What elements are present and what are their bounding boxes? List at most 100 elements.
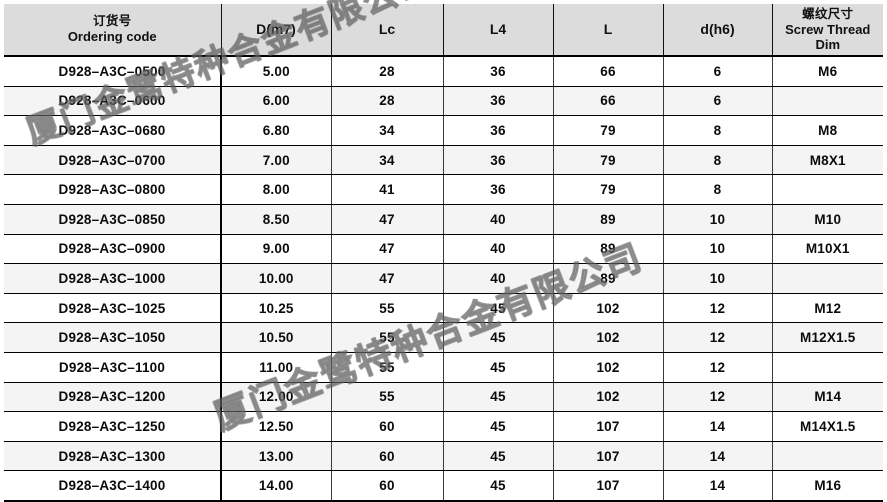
table-row: D928–A3C–1400 14.00 60 45 107 14 M16 (4, 470, 883, 502)
cell-dh6: 10 (663, 234, 773, 265)
column-header-ordering-code-en: Ordering code (67, 29, 157, 45)
cell-l: 89 (553, 234, 664, 265)
cell-l: 107 (553, 411, 664, 442)
cell-l4: 45 (443, 352, 554, 383)
cell-d: 6.00 (221, 86, 332, 117)
cell-thread: M16 (772, 470, 883, 502)
column-header-lc-label: Lc (378, 21, 396, 38)
column-header-ordering-code: 订货号 Ordering code (4, 4, 222, 57)
cell-l4: 40 (443, 204, 554, 235)
cell-d: 10.50 (221, 322, 332, 353)
table-row: D928–A3C–1100 11.00 55 45 102 12 (4, 352, 883, 383)
cell-l4: 40 (443, 234, 554, 265)
column-header-d-h6-label: d(h6) (700, 21, 735, 38)
cell-l4: 45 (443, 411, 554, 442)
cell-l: 107 (553, 441, 664, 472)
column-header-screw-thread-dim-cn: 螺纹尺寸 (802, 6, 854, 21)
cell-dh6: 14 (663, 470, 773, 502)
cell-l: 102 (553, 352, 664, 383)
cell-dh6: 6 (663, 86, 773, 117)
cell-l4: 45 (443, 382, 554, 413)
cell-dh6: 10 (663, 263, 773, 294)
table-row: D928–A3C–0600 6.00 28 36 66 6 (4, 86, 883, 117)
cell-dh6: 10 (663, 204, 773, 235)
cell-thread (772, 263, 883, 294)
cell-dh6: 12 (663, 322, 773, 353)
cell-code: D928–A3C–0500 (4, 56, 222, 87)
header-row: 订货号 Ordering code D(m7) Lc L4 L d(h6) (4, 4, 883, 57)
cell-thread: M12X1.5 (772, 322, 883, 353)
table-row: D928–A3C–1050 10.50 55 45 102 12 M12X1.5 (4, 322, 883, 353)
cell-dh6: 14 (663, 441, 773, 472)
cell-l: 66 (553, 56, 664, 87)
cell-thread: M14 (772, 382, 883, 413)
cell-l: 102 (553, 322, 664, 353)
column-header-d-m7: D(m7) (221, 4, 332, 57)
cell-l4: 45 (443, 470, 554, 502)
column-header-d-h6: d(h6) (663, 4, 773, 57)
cell-l: 89 (553, 263, 664, 294)
cell-code: D928–A3C–1300 (4, 441, 222, 472)
cell-d: 12.50 (221, 411, 332, 442)
cell-lc: 60 (331, 411, 444, 442)
cell-l4: 45 (443, 293, 554, 324)
cell-code: D928–A3C–1025 (4, 293, 222, 324)
cell-l4: 36 (443, 56, 554, 87)
column-header-l-label: L (603, 21, 613, 38)
cell-code: D928–A3C–1100 (4, 352, 222, 383)
cell-lc: 60 (331, 470, 444, 502)
cell-code: D928–A3C–1200 (4, 382, 222, 413)
cell-l4: 45 (443, 441, 554, 472)
cell-lc: 47 (331, 234, 444, 265)
table-row: D928–A3C–1000 10.00 47 40 89 10 (4, 263, 883, 294)
cell-l: 79 (553, 174, 664, 205)
cell-thread: M10X1 (772, 234, 883, 265)
cell-l4: 45 (443, 322, 554, 353)
cell-thread: M6 (772, 56, 883, 87)
specification-table: 订货号 Ordering code D(m7) Lc L4 L d(h6) (4, 4, 883, 502)
table-body: D928–A3C–0500 5.00 28 36 66 6 M6 D928–A3C–0600 6… (4, 56, 883, 502)
cell-d: 9.00 (221, 234, 332, 265)
cell-thread (772, 86, 883, 117)
cell-d: 13.00 (221, 441, 332, 472)
column-header-lc: Lc (331, 4, 444, 57)
cell-d: 7.00 (221, 145, 332, 176)
cell-code: D928–A3C–0600 (4, 86, 222, 117)
cell-l: 66 (553, 86, 664, 117)
table-row: D928–A3C–1200 12.00 55 45 102 12 M14 (4, 382, 883, 413)
cell-thread (772, 174, 883, 205)
cell-code: D928–A3C–0850 (4, 204, 222, 235)
cell-lc: 55 (331, 352, 444, 383)
cell-lc: 34 (331, 115, 444, 146)
cell-l4: 36 (443, 115, 554, 146)
cell-thread: M10 (772, 204, 883, 235)
cell-d: 10.25 (221, 293, 332, 324)
cell-thread (772, 352, 883, 383)
table-row: D928–A3C–1300 13.00 60 45 107 14 (4, 441, 883, 472)
cell-lc: 55 (331, 293, 444, 324)
column-header-screw-thread-dim: 螺纹尺寸 Screw Thread Dim (772, 4, 883, 57)
cell-code: D928–A3C–1400 (4, 470, 222, 502)
cell-d: 8.50 (221, 204, 332, 235)
cell-l: 79 (553, 145, 664, 176)
cell-d: 5.00 (221, 56, 332, 87)
cell-lc: 34 (331, 145, 444, 176)
cell-l4: 36 (443, 145, 554, 176)
table-row: D928–A3C–0900 9.00 47 40 89 10 M10X1 (4, 234, 883, 265)
column-header-l4-label: L4 (489, 21, 507, 38)
cell-code: D928–A3C–1050 (4, 322, 222, 353)
cell-thread: M8 (772, 115, 883, 146)
cell-l: 89 (553, 204, 664, 235)
cell-code: D928–A3C–1000 (4, 263, 222, 294)
table-row: D928–A3C–0680 6.80 34 36 79 8 M8 (4, 115, 883, 146)
cell-l4: 36 (443, 174, 554, 205)
cell-code: D928–A3C–0700 (4, 145, 222, 176)
cell-l: 79 (553, 115, 664, 146)
cell-dh6: 8 (663, 174, 773, 205)
table-row: D928–A3C–0700 7.00 34 36 79 8 M8X1 (4, 145, 883, 176)
table-row: D928–A3C–0500 5.00 28 36 66 6 M6 (4, 56, 883, 87)
table-row: D928–A3C–1250 12.50 60 45 107 14 M14X1.5 (4, 411, 883, 442)
column-header-d-m7-label: D(m7) (256, 21, 296, 38)
cell-lc: 28 (331, 56, 444, 87)
